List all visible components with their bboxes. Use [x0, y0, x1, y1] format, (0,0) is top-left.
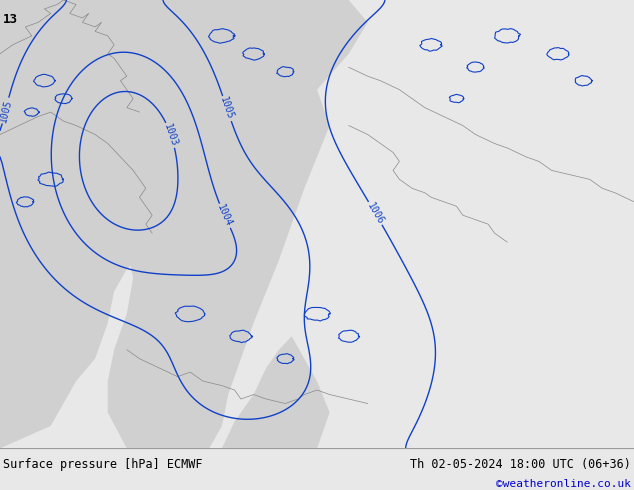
Text: 1004: 1004 [216, 203, 234, 229]
Text: 1003: 1003 [162, 122, 179, 148]
Text: ©weatheronline.co.uk: ©weatheronline.co.uk [496, 479, 631, 489]
Polygon shape [108, 0, 368, 448]
Text: Surface pressure [hPa] ECMWF: Surface pressure [hPa] ECMWF [3, 458, 203, 471]
Text: 1005: 1005 [218, 96, 235, 121]
Text: Th 02-05-2024 18:00 UTC (06+36): Th 02-05-2024 18:00 UTC (06+36) [410, 458, 631, 471]
Polygon shape [209, 336, 330, 448]
Text: 1006: 1006 [365, 201, 385, 226]
Text: 1005: 1005 [0, 98, 13, 123]
Polygon shape [0, 0, 190, 448]
Text: 13: 13 [3, 13, 18, 26]
